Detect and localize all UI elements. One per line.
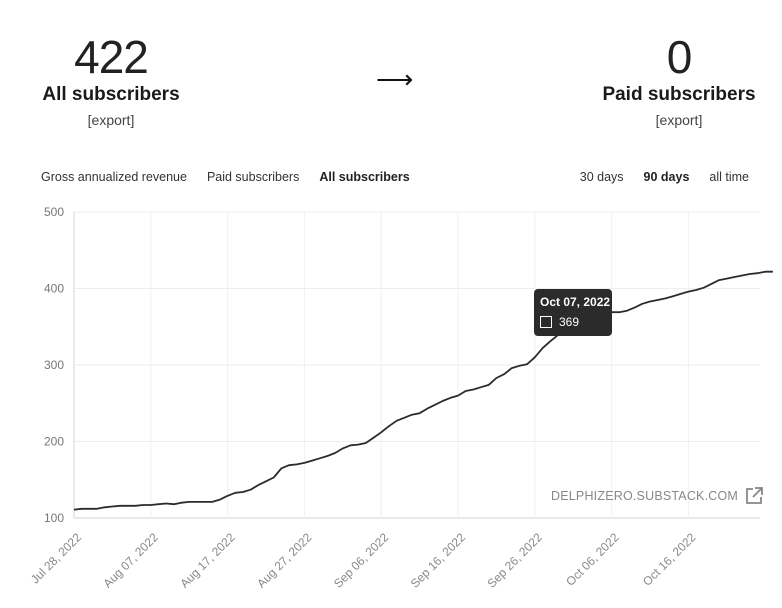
tab-gross-annualized-revenue[interactable]: Gross annualized revenue [41, 170, 187, 184]
tooltip-value: 369 [559, 315, 580, 329]
watermark[interactable]: DELPHIZERO.SUBSTACK.COM [551, 486, 764, 506]
tooltip-series-swatch [540, 316, 552, 328]
all-subscribers-export-link[interactable]: [export] [87, 112, 135, 128]
all-subscribers-count: 422 [74, 31, 149, 83]
tooltip-date: Oct 07, 2022 [540, 295, 611, 309]
all-subscribers-label: All subscribers [42, 84, 180, 105]
y-tick-label: 100 [44, 511, 64, 525]
x-tick-label: Jul 28, 2022 [28, 530, 84, 586]
tab-paid-subscribers[interactable]: Paid subscribers [206, 170, 300, 184]
x-tick-label: Aug 07, 2022 [101, 530, 162, 591]
x-tick-label: Sep 16, 2022 [408, 530, 469, 591]
range-tabs: 30 days 90 days all time [580, 170, 749, 184]
metric-tabs: Gross annualized revenue Paid subscriber… [41, 170, 410, 184]
paid-subscribers-count: 0 [666, 31, 693, 83]
chart-grid [73, 211, 760, 519]
paid-subscribers-stat: 0 Paid subscribers [export] [598, 34, 760, 128]
x-tick-label: Sep 26, 2022 [485, 530, 546, 591]
chart-tooltip: Oct 07, 2022 369 [534, 289, 612, 336]
y-tick-label: 500 [44, 205, 64, 219]
y-tick-label: 300 [44, 358, 64, 372]
tab-all-subscribers[interactable]: All subscribers [319, 170, 410, 184]
x-tick-label: Sep 06, 2022 [331, 530, 392, 591]
all-subscribers-stat: 422 All subscribers [export] [40, 34, 182, 128]
paid-subscribers-label: Paid subscribers [602, 84, 756, 105]
x-tick-label: Aug 17, 2022 [177, 530, 238, 591]
x-tick-label: Oct 16, 2022 [640, 530, 699, 589]
subscribers-line-chart: 100 200 300 400 500 Jul 28, 2022 Aug 07, 2022… [28, 205, 773, 591]
paid-subscribers-export-link[interactable]: [export] [655, 112, 703, 128]
right-arrow-icon: ⟶ [376, 64, 414, 94]
tab-all-time[interactable]: all time [709, 170, 749, 184]
x-axis: Jul 28, 2022 Aug 07, 2022 Aug 17, 2022 Aug … [28, 530, 699, 591]
external-link-icon [746, 487, 763, 504]
x-tick-label: Aug 27, 2022 [254, 530, 315, 591]
y-axis: 100 200 300 400 500 [44, 205, 64, 525]
y-tick-label: 400 [44, 282, 64, 296]
tab-30-days[interactable]: 30 days [579, 170, 624, 184]
y-tick-label: 200 [44, 435, 64, 449]
x-tick-label: Oct 06, 2022 [563, 530, 622, 589]
watermark-text: DELPHIZERO.SUBSTACK.COM [551, 489, 739, 503]
all-subscribers-series-line [73, 270, 773, 511]
tab-90-days[interactable]: 90 days [643, 170, 690, 184]
